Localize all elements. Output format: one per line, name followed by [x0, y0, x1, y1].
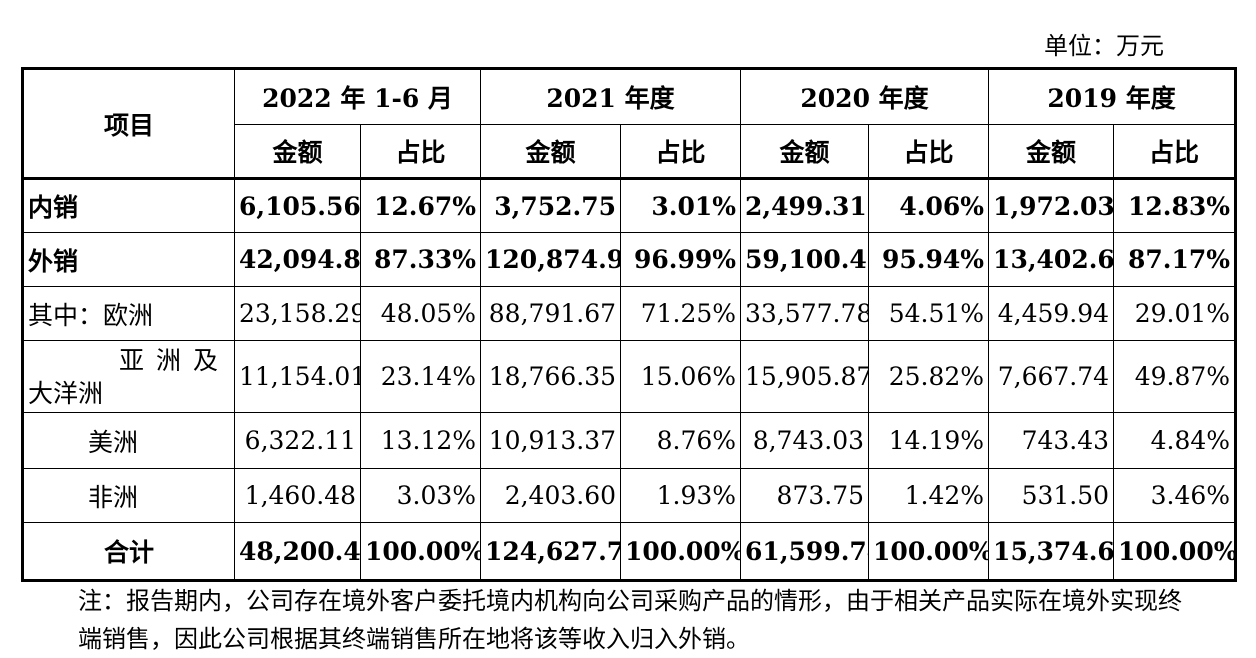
cell-ratio: 1.42%	[868, 468, 990, 523]
unit-label: 单位：万元	[1044, 32, 1164, 60]
cell-ratio: 14.19%	[868, 412, 990, 469]
cell-amount: 48,200.45	[234, 522, 361, 582]
header-row-subcols: 金额 占比 金额 占比 金额 占比 金额 占比	[23, 124, 1238, 180]
header-amount: 金额	[988, 124, 1115, 180]
cell-amount: 873.75	[740, 468, 870, 523]
cell-amount: 10,913.37	[480, 412, 622, 469]
row-label: 非洲	[21, 468, 235, 523]
cell-amount: 743.43	[988, 412, 1115, 469]
header-period: 2020 年度	[740, 67, 990, 125]
cell-amount: 13,402.62	[988, 232, 1115, 287]
cell-amount: 42,094.89	[234, 232, 361, 287]
cell-amount: 11,154.01	[234, 340, 361, 413]
header-period: 2021 年度	[480, 67, 742, 125]
cell-ratio: 15.06%	[620, 340, 742, 413]
row-label: 外销	[21, 232, 235, 287]
cell-amount: 33,577.78	[740, 286, 870, 341]
cell-ratio: 100.00%	[1113, 522, 1238, 582]
cell-ratio: 49.87%	[1113, 340, 1238, 413]
header-ratio: 占比	[868, 124, 990, 180]
cell-ratio: 25.82%	[868, 340, 990, 413]
cell-ratio: 87.17%	[1113, 232, 1238, 287]
revenue-table: 项目 2022 年 1-6 月 2021 年度 2020 年度 2019 年度 …	[21, 67, 1238, 582]
cell-ratio: 48.05%	[359, 286, 482, 341]
cell-amount: 120,874.99	[480, 232, 622, 287]
cell-amount: 4,459.94	[988, 286, 1115, 341]
cell-amount: 531.50	[988, 468, 1115, 523]
cell-amount: 23,158.29	[234, 286, 361, 341]
row-label-line: 亚洲及	[118, 345, 230, 375]
cell-ratio: 4.84%	[1113, 412, 1238, 469]
cell-ratio: 23.14%	[359, 340, 482, 413]
cell-amount: 15,374.65	[988, 522, 1115, 582]
header-period: 2022 年 1-6 月	[233, 67, 482, 125]
cell-ratio: 1.93%	[620, 468, 742, 523]
cell-ratio: 3.01%	[620, 178, 742, 233]
cell-amount: 8,743.03	[740, 412, 870, 469]
cell-ratio: 54.51%	[868, 286, 990, 341]
header-amount: 金额	[740, 124, 870, 180]
cell-ratio: 4.06%	[868, 178, 990, 233]
header-ratio: 占比	[359, 124, 482, 180]
row-label: 合计	[21, 522, 235, 582]
cell-amount: 88,791.67	[480, 286, 622, 341]
header-period: 2019 年度	[988, 67, 1238, 125]
table-row: 亚洲及 大洋洲 11,154.01 23.14% 18,766.35 15.06…	[21, 340, 1238, 413]
header-ratio: 占比	[1113, 124, 1238, 180]
cell-ratio: 95.94%	[868, 232, 990, 287]
table-row: 内销 6,105.56 12.67% 3,752.75 3.01% 2,499.…	[21, 178, 1238, 233]
row-label: 美洲	[21, 412, 235, 469]
cell-ratio: 87.33%	[359, 232, 482, 287]
cell-amount: 61,599.74	[740, 522, 870, 582]
table-row-total: 合计 48,200.45 100.00% 124,627.74 100.00% …	[21, 522, 1238, 582]
cell-ratio: 100.00%	[620, 522, 742, 582]
cell-ratio: 96.99%	[620, 232, 742, 287]
table-row: 外销 42,094.89 87.33% 120,874.99 96.99% 59…	[21, 232, 1238, 287]
cell-amount: 3,752.75	[480, 178, 622, 233]
cell-amount: 6,105.56	[234, 178, 361, 233]
cell-ratio: 100.00%	[868, 522, 990, 582]
cell-ratio: 13.12%	[359, 412, 482, 469]
cell-ratio: 3.03%	[359, 468, 482, 523]
table-row: 美洲 6,322.11 13.12% 10,913.37 8.76% 8,743…	[21, 412, 1238, 469]
row-label: 亚洲及 大洋洲	[21, 340, 235, 413]
header-amount: 金额	[234, 124, 361, 180]
header-amount: 金额	[480, 124, 622, 180]
header-item: 项目	[21, 67, 235, 180]
table-row: 其中：欧洲 23,158.29 48.05% 88,791.67 71.25% …	[21, 286, 1238, 341]
cell-ratio: 12.83%	[1113, 178, 1238, 233]
cell-amount: 1,972.03	[988, 178, 1115, 233]
cell-amount: 124,627.74	[480, 522, 622, 582]
header-ratio: 占比	[620, 124, 742, 180]
cell-amount: 15,905.87	[740, 340, 870, 413]
cell-amount: 2,499.31	[740, 178, 870, 233]
cell-ratio: 100.00%	[359, 522, 482, 582]
cell-ratio: 71.25%	[620, 286, 742, 341]
cell-ratio: 8.76%	[620, 412, 742, 469]
row-label: 内销	[21, 178, 235, 233]
footnote: 注：报告期内，公司存在境外客户委托境内机构向公司采购产品的情形，由于相关产品实际…	[78, 587, 1182, 653]
cell-ratio: 3.46%	[1113, 468, 1238, 523]
row-label: 其中：欧洲	[21, 286, 235, 341]
cell-ratio: 29.01%	[1113, 286, 1238, 341]
cell-amount: 6,322.11	[234, 412, 361, 469]
header-row-periods: 项目 2022 年 1-6 月 2021 年度 2020 年度 2019 年度	[21, 67, 1238, 180]
cell-amount: 2,403.60	[480, 468, 622, 523]
table-row: 非洲 1,460.48 3.03% 2,403.60 1.93% 873.75 …	[21, 468, 1238, 523]
cell-amount: 59,100.43	[740, 232, 870, 287]
cell-ratio: 12.67%	[359, 178, 482, 233]
cell-amount: 7,667.74	[988, 340, 1115, 413]
cell-amount: 18,766.35	[480, 340, 622, 413]
row-label-line: 大洋洲	[28, 378, 104, 408]
cell-amount: 1,460.48	[234, 468, 361, 523]
